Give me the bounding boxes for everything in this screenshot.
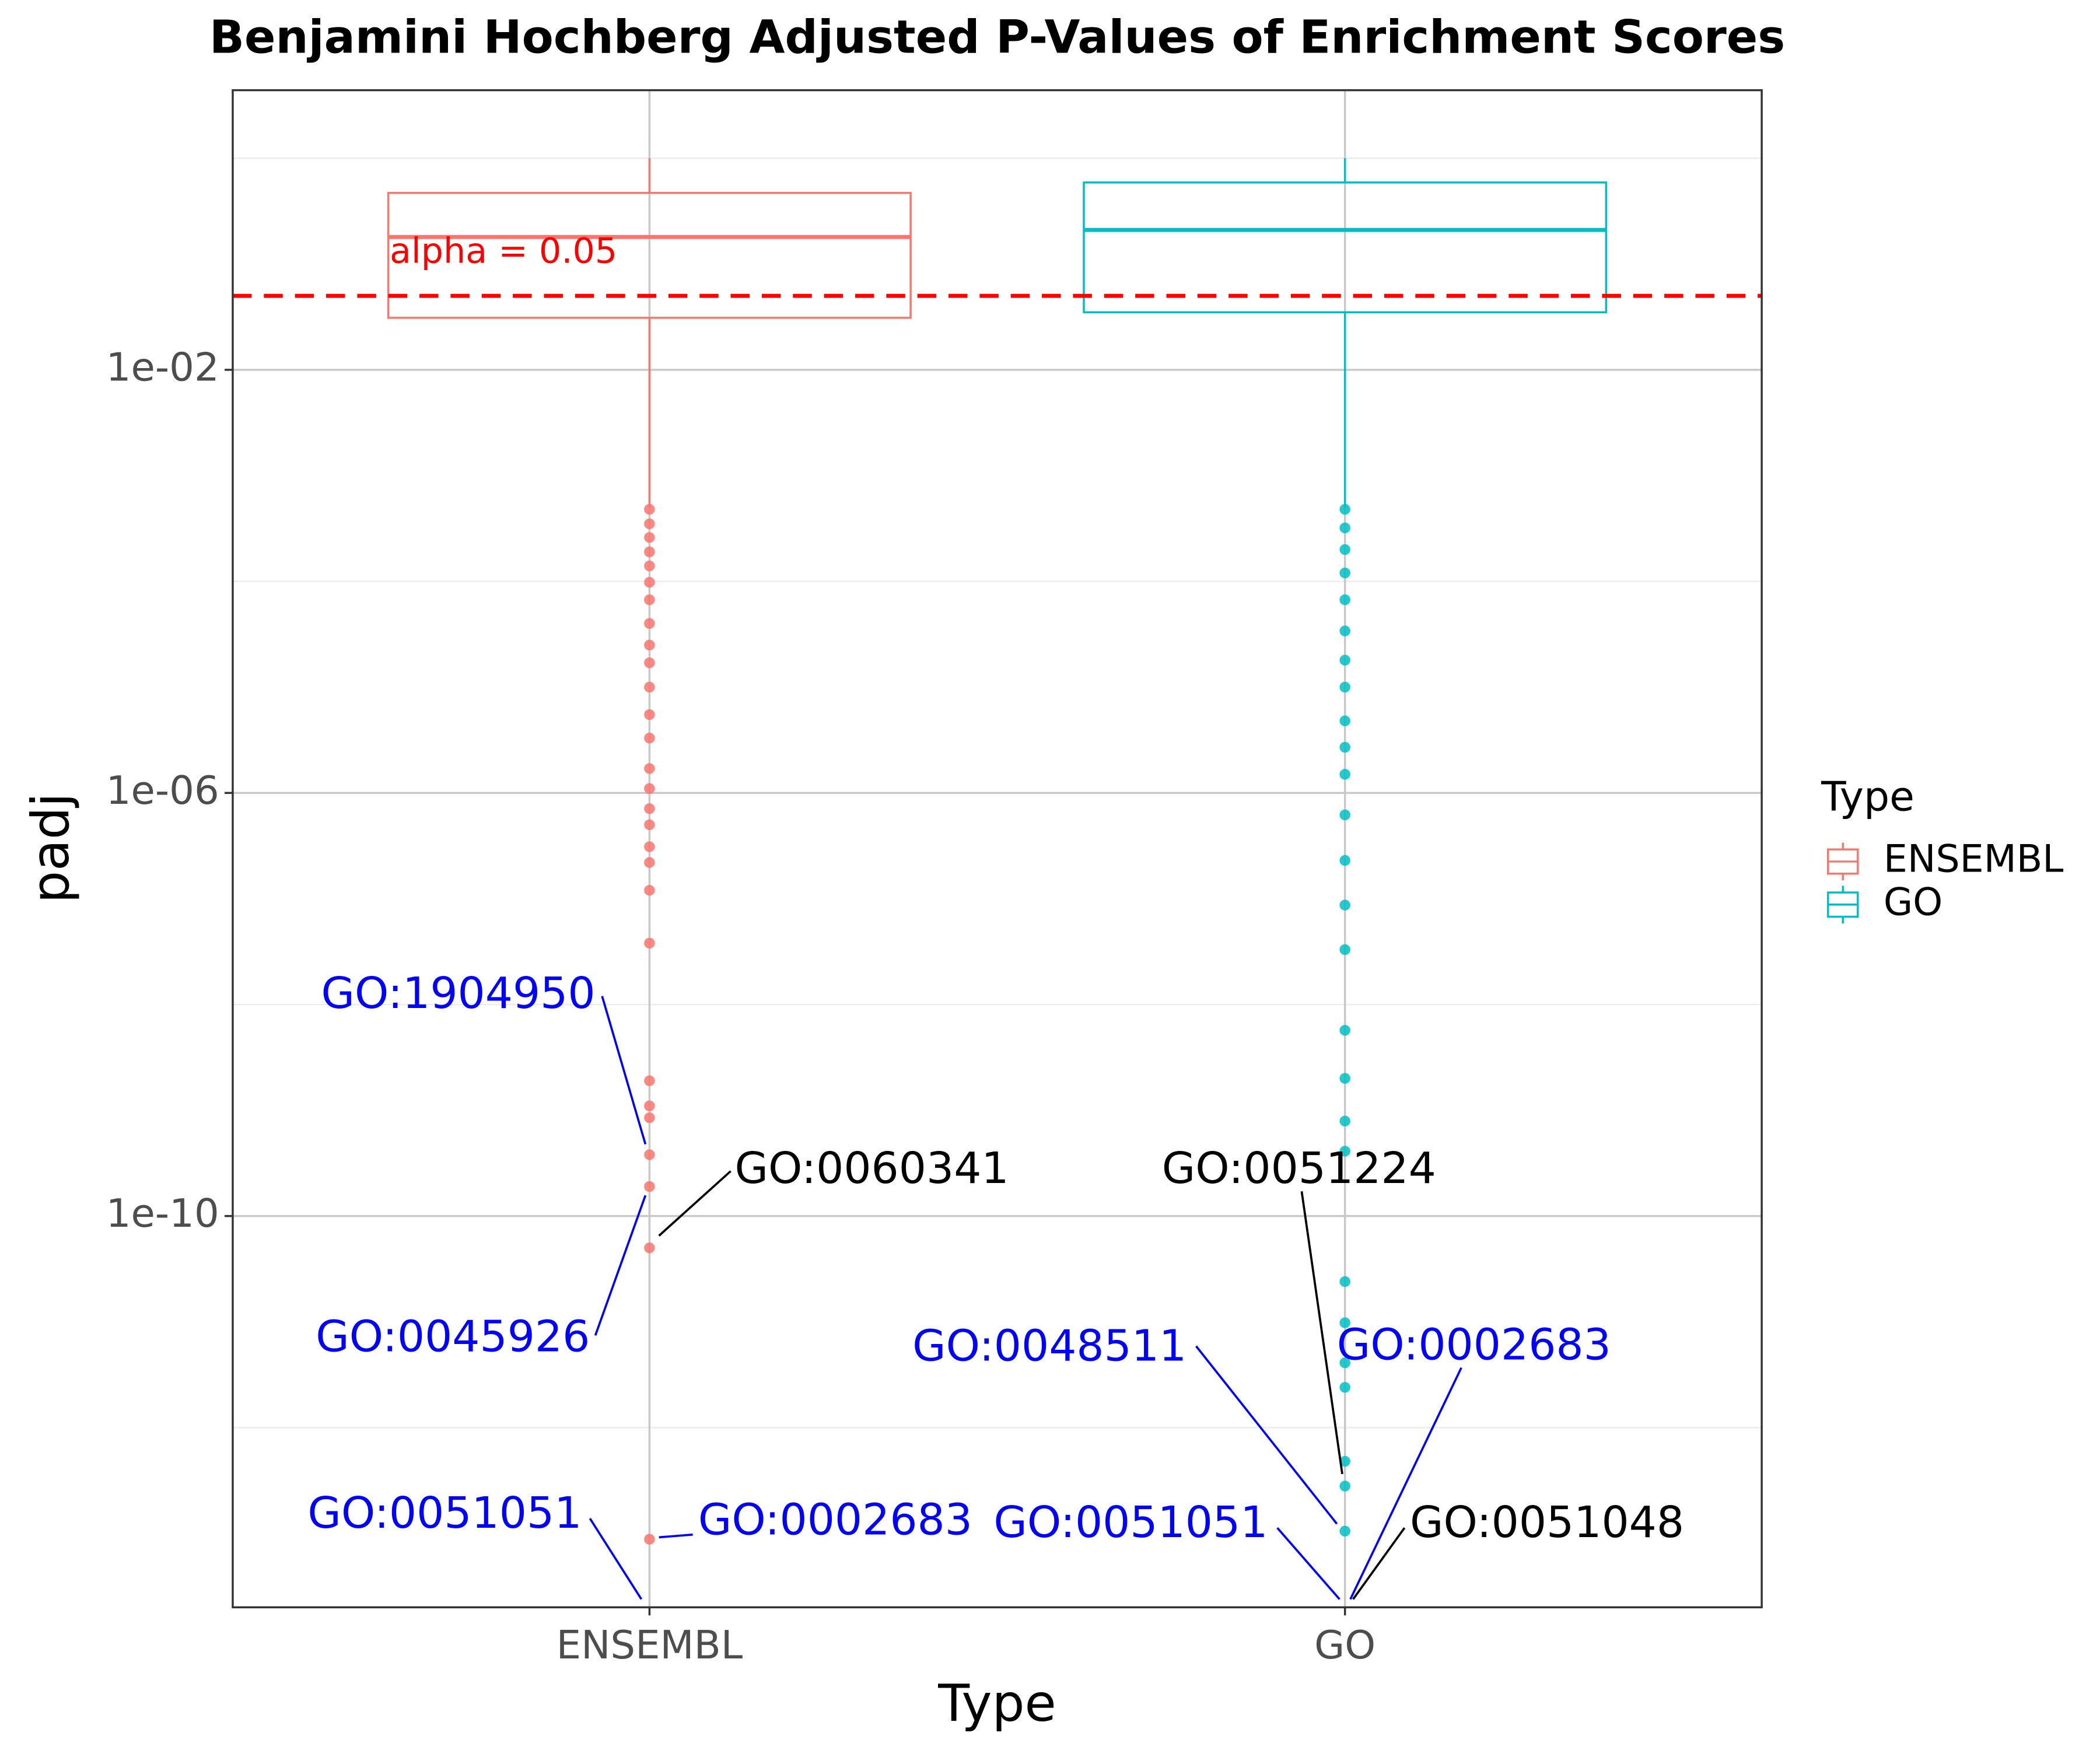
alpha-label: alpha = 0.05 [390,231,617,272]
outlier [644,532,655,543]
outlier [1339,769,1350,780]
outlier [644,1100,655,1112]
outlier [1339,522,1350,534]
outlier [1339,681,1350,693]
x-axis-title: Type [937,1673,1056,1733]
annotation-leader [594,1195,647,1336]
outlier [1339,944,1350,956]
outlier [644,657,655,668]
outlier [644,546,655,558]
outlier [1339,809,1350,821]
outlier [1339,594,1350,606]
outlier [644,1181,655,1192]
outlier [644,503,655,515]
outlier [644,639,655,651]
outlier [644,885,655,896]
outlier [644,1242,655,1254]
annotation: GO:0002683 [1337,1320,1611,1370]
y-tick-label: 1e-10 [106,1191,219,1236]
outlier [644,518,655,530]
outlier [644,819,655,831]
box [1083,181,1608,314]
x-tick-label: ENSEMBL [556,1622,743,1668]
outlier [1339,855,1350,866]
outlier [1339,1317,1350,1328]
outlier [1339,1480,1350,1492]
outlier [644,1075,655,1086]
outlier [1339,715,1350,726]
annotation-leader [1300,1191,1343,1475]
outlier [644,733,655,744]
outlier [644,576,655,588]
outlier [1339,1146,1350,1157]
outlier [1339,1382,1350,1393]
annotation-leader [1349,1367,1462,1600]
outlier [1339,1025,1350,1036]
annotation-leader [601,996,647,1145]
annotation: GO:0048511 [912,1321,1186,1371]
annotation: GO:0051048 [1410,1497,1684,1548]
outlier [1339,741,1350,753]
outlier [644,618,655,629]
outlier [1339,625,1350,636]
outlier [1339,503,1350,515]
legend-label: GO [1884,880,1943,924]
outlier [1339,900,1350,911]
legend-label: ENSEMBL [1884,838,2064,881]
outlier [644,1112,655,1124]
outlier [1339,1073,1350,1084]
annotation: GO:0051051 [307,1488,582,1538]
x-tick-label: GO [1314,1622,1376,1668]
outlier [1339,1455,1350,1467]
outlier [644,1149,655,1160]
outlier [644,857,655,868]
outlier [1339,1115,1350,1127]
outlier [644,709,655,720]
annotation: GO:0051051 [993,1497,1268,1548]
outlier [1339,544,1350,555]
outlier [1339,1276,1350,1287]
outlier [1339,568,1350,579]
y-axis-title: padj [20,793,80,903]
annotation-leader [589,1518,643,1600]
annotation-leader [659,1533,693,1539]
annotation-leader [658,1170,732,1237]
annotation: GO:0060341 [735,1143,1009,1194]
annotation: GO:0045926 [316,1312,590,1362]
outlier [644,594,655,606]
outlier [644,783,655,794]
outlier [644,681,655,693]
y-tick-label: 1e-02 [106,345,219,390]
outlier [1339,1525,1350,1537]
outlier [644,937,655,949]
outlier [644,1534,655,1545]
annotation: GO:1904950 [321,968,596,1019]
chart-title: Benjamini Hochberg Adjusted P-Values of … [209,10,1785,64]
y-tick-label: 1e-06 [106,768,219,813]
outlier [644,560,655,572]
outlier [644,841,655,852]
outlier [644,803,655,814]
outlier [644,763,655,774]
legend-title: Type [1821,774,1915,821]
outlier [1339,654,1350,666]
annotation: GO:0051224 [1162,1143,1436,1194]
outlier [1339,1357,1350,1368]
box [387,192,912,319]
annotation-leader [1352,1527,1406,1600]
annotation-leader [1276,1527,1340,1600]
plot-border [232,89,1763,1609]
annotation-leader [1195,1345,1338,1525]
annotation: GO:0002683 [698,1495,972,1545]
